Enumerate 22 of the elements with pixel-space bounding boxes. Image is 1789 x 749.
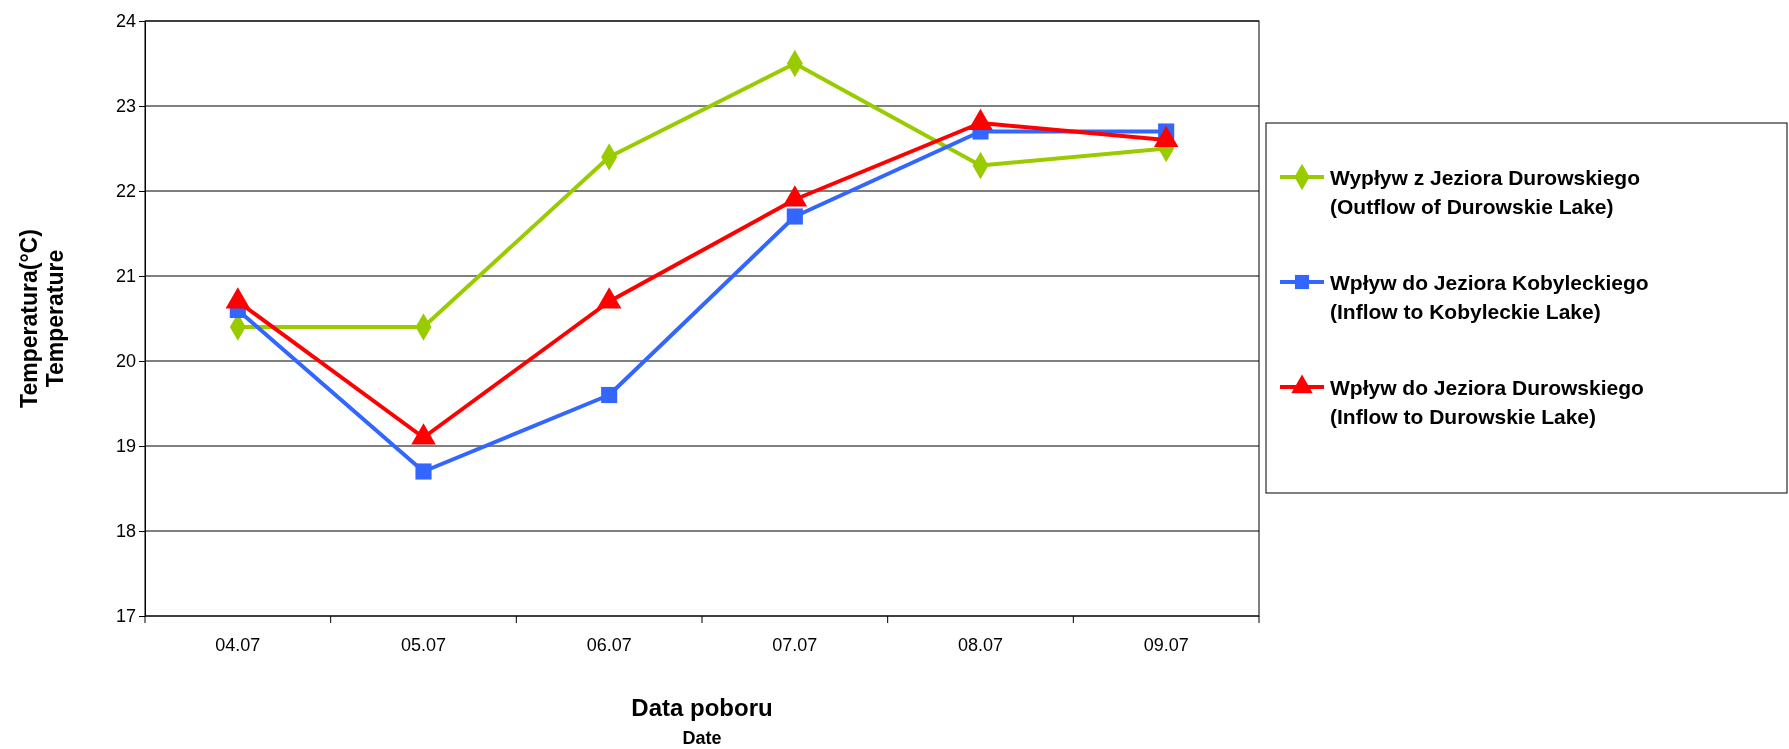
- legend-label: Wypływ z Jeziora Durowskiego (Outflow of Durowskie Lake): [1330, 166, 1641, 218]
- x-axis-title: Data poboru Date: [631, 694, 773, 748]
- y-tick-label: 21: [115, 266, 136, 287]
- x-tick-label: 08.07: [957, 634, 1004, 655]
- x-tick-label: 05.07: [400, 634, 447, 655]
- y-tick-label: 17: [115, 606, 136, 627]
- y-tick-label: 18: [115, 521, 136, 542]
- y-tick-label: 19: [115, 436, 136, 457]
- legend-label: Wpływ do Jeziora Durowskiego (Inflow to Durowskie Lake): [1330, 376, 1644, 428]
- point: [601, 386, 618, 404]
- y-tick-label: 23: [115, 96, 136, 117]
- x-tick-label: 07.07: [772, 634, 818, 655]
- point: [786, 208, 803, 225]
- y-tick-label: 22: [115, 181, 136, 202]
- y-axis-title: Temperatura(°C) Temperature: [16, 229, 68, 408]
- x-tick-label: 04.07: [215, 634, 261, 655]
- legend-label: Wpływ do Jeziora Kobyleckiego (Inflow to Kobyleckie Lake): [1330, 271, 1649, 323]
- x-tick-label: 09.07: [1143, 634, 1189, 655]
- y-tick-label: 20: [115, 351, 136, 372]
- y-tick-label: 24: [115, 11, 136, 32]
- point: [415, 463, 432, 480]
- x-tick-label: 06.07: [586, 634, 632, 655]
